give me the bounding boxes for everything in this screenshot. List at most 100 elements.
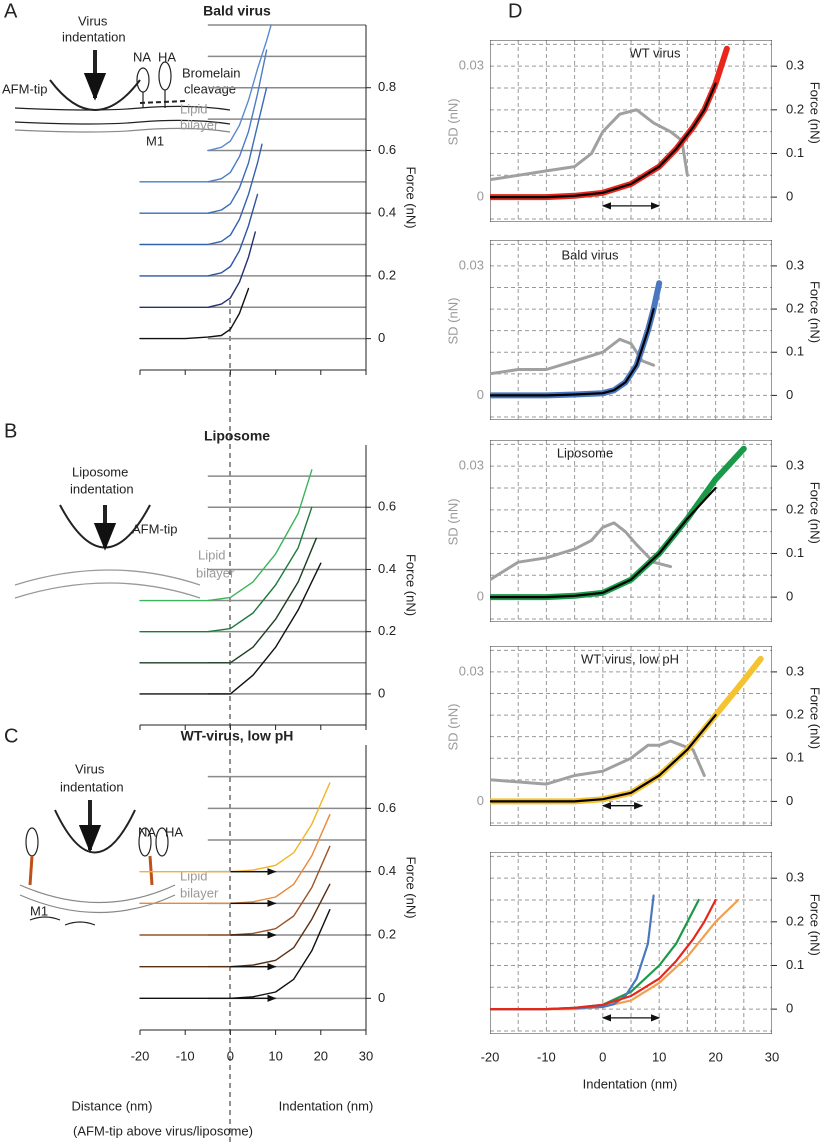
series-group — [490, 894, 740, 1011]
y-tick-label: 0.4 — [378, 205, 396, 220]
series-group — [490, 45, 730, 201]
y-tick-label: 0.2 — [786, 501, 804, 516]
y-tick-label: 0 — [786, 189, 793, 204]
force-line — [490, 82, 717, 199]
note: (AFM-tip above virus/liposome) — [73, 1123, 253, 1138]
force-line — [207, 24, 272, 152]
y-tick-label: 0.1 — [786, 750, 804, 765]
sd-line — [490, 739, 706, 786]
schematic-label: indentation — [62, 29, 126, 44]
y-tick-label: 0.3 — [786, 257, 804, 272]
y-tick-label: 0.3 — [786, 663, 804, 678]
y2-tick-label: 0 — [477, 589, 484, 604]
y-axis-label: Force (nN) — [808, 894, 823, 956]
schematic-label: indentation — [70, 481, 134, 496]
panel-label: A — [4, 0, 18, 22]
y-tick-label: 0.2 — [378, 926, 396, 941]
x-tick-label: 20 — [708, 1049, 722, 1064]
schematic-label: bilayer — [196, 565, 235, 580]
force-line — [490, 486, 717, 599]
y-tick-label: 0.3 — [786, 58, 804, 73]
force-line — [490, 894, 655, 1011]
y-tick-label: 0.1 — [786, 344, 804, 359]
y-tick-label: 0.6 — [378, 142, 396, 157]
schematic-label: cleavage — [184, 81, 236, 96]
force-line — [139, 87, 268, 214]
x-tick-label: 20 — [314, 1048, 328, 1063]
x-tick-label: 30 — [765, 1049, 779, 1064]
force-line — [139, 49, 268, 183]
y-tick-label: 0.1 — [786, 545, 804, 560]
y-tick-label: 0 — [378, 685, 385, 700]
x-axis-label: Indentation (nm) — [279, 1098, 374, 1113]
force-line — [139, 782, 331, 873]
schematic-label: bilayer — [180, 117, 219, 132]
x-tick-label: -20 — [481, 1049, 500, 1064]
y-axis-label: Force (nN) — [808, 281, 823, 343]
force-line — [139, 287, 250, 340]
y-tick-label: 0.2 — [786, 913, 804, 928]
y2-axis-label: SD (nN) — [445, 298, 460, 345]
x-tick-label: 0 — [599, 1049, 606, 1064]
schematic-label: Virus — [75, 761, 105, 776]
schematic-label: AFM-tip — [132, 521, 178, 536]
y-tick-label: 0.6 — [378, 800, 396, 815]
y-tick-label: 0.3 — [786, 870, 804, 885]
x-tick-label: 10 — [652, 1049, 666, 1064]
schematic-label: indentation — [60, 779, 124, 794]
y-axis-label: Force (nN) — [404, 166, 419, 228]
schematic-label: AFM-tip — [2, 81, 48, 96]
force-line — [139, 193, 259, 277]
schematic-a — [14, 50, 231, 133]
schematic-label: bilayer — [180, 885, 219, 900]
schematic-label: Lipid — [180, 101, 207, 116]
schematic-label: Liposome — [72, 464, 128, 479]
series-group — [139, 469, 322, 695]
sd-line — [490, 108, 689, 182]
y-axis-label: Force (nN) — [404, 554, 419, 616]
x-tick-label: 0 — [227, 1048, 234, 1063]
chart-title: Bald virus — [561, 247, 619, 262]
force-line — [139, 883, 331, 968]
x-tick-label: -10 — [176, 1048, 195, 1063]
y-tick-label: 0.2 — [786, 707, 804, 722]
y-tick-label: 0.2 — [378, 267, 396, 282]
force-line — [139, 469, 313, 602]
chart-title: Liposome — [204, 428, 270, 444]
schematic-label: M1 — [30, 903, 48, 918]
y2-tick-label: 0.03 — [459, 257, 484, 272]
schematic-label: Virus — [78, 13, 108, 28]
y-tick-label: 0.4 — [378, 863, 396, 878]
y2-tick-label: 0.03 — [459, 458, 484, 473]
y-tick-label: 0.8 — [378, 79, 396, 94]
y2-tick-label: 0 — [477, 189, 484, 204]
y2-tick-label: 0 — [477, 387, 484, 402]
force-line — [490, 898, 717, 1011]
plot — [139, 445, 367, 730]
schematic-b — [14, 504, 201, 599]
force-line — [139, 506, 313, 633]
x-axis-label: Indentation (nm) — [583, 1076, 678, 1091]
force-line — [490, 714, 717, 803]
plot — [139, 24, 367, 375]
plot — [139, 745, 367, 1035]
chart-title: Liposome — [557, 445, 613, 460]
series-group — [490, 655, 764, 805]
y-tick-label: 0 — [786, 589, 793, 604]
plot — [490, 440, 772, 622]
series-group — [139, 782, 331, 999]
schematic-label: NA — [133, 49, 151, 64]
y-tick-label: 0 — [786, 387, 793, 402]
schematic-label: M1 — [146, 133, 164, 148]
y-axis-label: Force (nN) — [404, 856, 419, 918]
force-line — [139, 537, 317, 664]
y-tick-label: 0 — [786, 793, 793, 808]
chart-title: WT virus, low pH — [581, 651, 679, 666]
force-line — [490, 898, 740, 1011]
x-tick-label: 10 — [268, 1048, 282, 1063]
schematic-c — [19, 800, 176, 926]
y-tick-label: 0.2 — [786, 301, 804, 316]
plot — [490, 646, 772, 826]
x-tick-label: 30 — [359, 1048, 373, 1063]
